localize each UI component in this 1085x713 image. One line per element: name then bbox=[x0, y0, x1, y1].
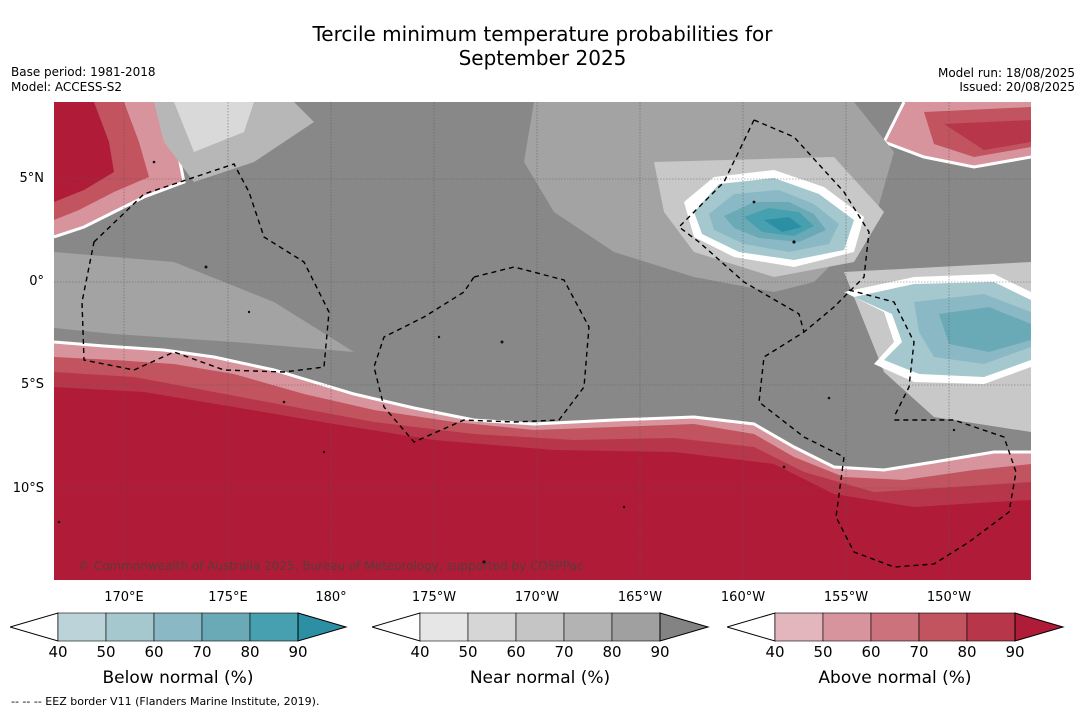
lon-label-170e: 170°E bbox=[104, 590, 144, 605]
lon-label-165w: 165°W bbox=[617, 590, 663, 605]
cb1-tick-40: 40 bbox=[48, 643, 68, 661]
colorbar-near-normal bbox=[370, 612, 712, 642]
lat-label-0: 0° bbox=[29, 274, 44, 289]
cb2-tick-70: 70 bbox=[554, 643, 574, 661]
island-dots bbox=[57, 160, 956, 564]
near-normal-boundary-line bbox=[54, 340, 1031, 472]
cb1-tick-80: 80 bbox=[240, 643, 260, 661]
cb3-tick-90: 90 bbox=[1005, 643, 1025, 661]
colorbar-near-normal-label: Near normal (%) bbox=[469, 668, 611, 688]
cb1-tick-70: 70 bbox=[192, 643, 212, 661]
cb2-tick-40: 40 bbox=[410, 643, 430, 661]
cb1-tick-50: 50 bbox=[96, 643, 116, 661]
eez-footnote: -- -- -- EEZ border V11 (Flanders Marine… bbox=[11, 695, 320, 708]
probability-map bbox=[54, 102, 1031, 580]
cb2-tick-60: 60 bbox=[506, 643, 526, 661]
lon-label-155w: 155°W bbox=[823, 590, 869, 605]
colorbar-above-normal-svg bbox=[725, 612, 1065, 642]
cb2-tick-80: 80 bbox=[602, 643, 622, 661]
cb3-tick-50: 50 bbox=[813, 643, 833, 661]
lon-label-160w: 160°W bbox=[720, 590, 766, 605]
lon-label-180: 180° bbox=[315, 590, 347, 605]
lat-label-5s: 5°S bbox=[20, 377, 44, 392]
cb1-tick-90: 90 bbox=[288, 643, 308, 661]
cb2-tick-90: 90 bbox=[650, 643, 670, 661]
issued-date: Issued: 20/08/2025 bbox=[959, 80, 1075, 94]
colorbar-near-normal-svg bbox=[370, 612, 710, 642]
colorbar-below-normal-label: Below normal (%) bbox=[102, 668, 254, 688]
map-canvas bbox=[54, 102, 1031, 580]
lon-label-175w: 175°W bbox=[411, 590, 457, 605]
map-title-line1: Tercile minimum temperature probabilitie… bbox=[312, 22, 773, 46]
map-gridlines bbox=[54, 102, 1031, 580]
model-name: Model: ACCESS-S2 bbox=[11, 80, 123, 94]
cb3-tick-80: 80 bbox=[957, 643, 977, 661]
colorbar-below-normal-svg bbox=[8, 612, 348, 642]
colorbar-below-normal bbox=[8, 612, 350, 642]
map-title-line2: September 2025 bbox=[458, 46, 627, 70]
lat-label-5n: 5°N bbox=[19, 171, 45, 186]
lon-label-150w: 150°W bbox=[926, 590, 972, 605]
lon-label-175e: 175°E bbox=[208, 590, 248, 605]
cb1-tick-60: 60 bbox=[144, 643, 164, 661]
copyright-credit: © Commonwealth of Australia 2025, Bureau… bbox=[78, 559, 584, 573]
cb3-tick-40: 40 bbox=[765, 643, 785, 661]
lon-label-170w: 170°W bbox=[514, 590, 560, 605]
eez-borders bbox=[81, 119, 1017, 568]
cb3-tick-70: 70 bbox=[909, 643, 929, 661]
base-period: Base period: 1981-2018 bbox=[11, 65, 156, 79]
cb3-tick-60: 60 bbox=[861, 643, 881, 661]
cb2-tick-50: 50 bbox=[458, 643, 478, 661]
model-run: Model run: 18/08/2025 bbox=[937, 66, 1075, 80]
colorbar-above-normal bbox=[725, 612, 1067, 642]
lat-label-10s: 10°S bbox=[12, 481, 44, 496]
colorbar-above-normal-label: Above normal (%) bbox=[818, 668, 972, 688]
